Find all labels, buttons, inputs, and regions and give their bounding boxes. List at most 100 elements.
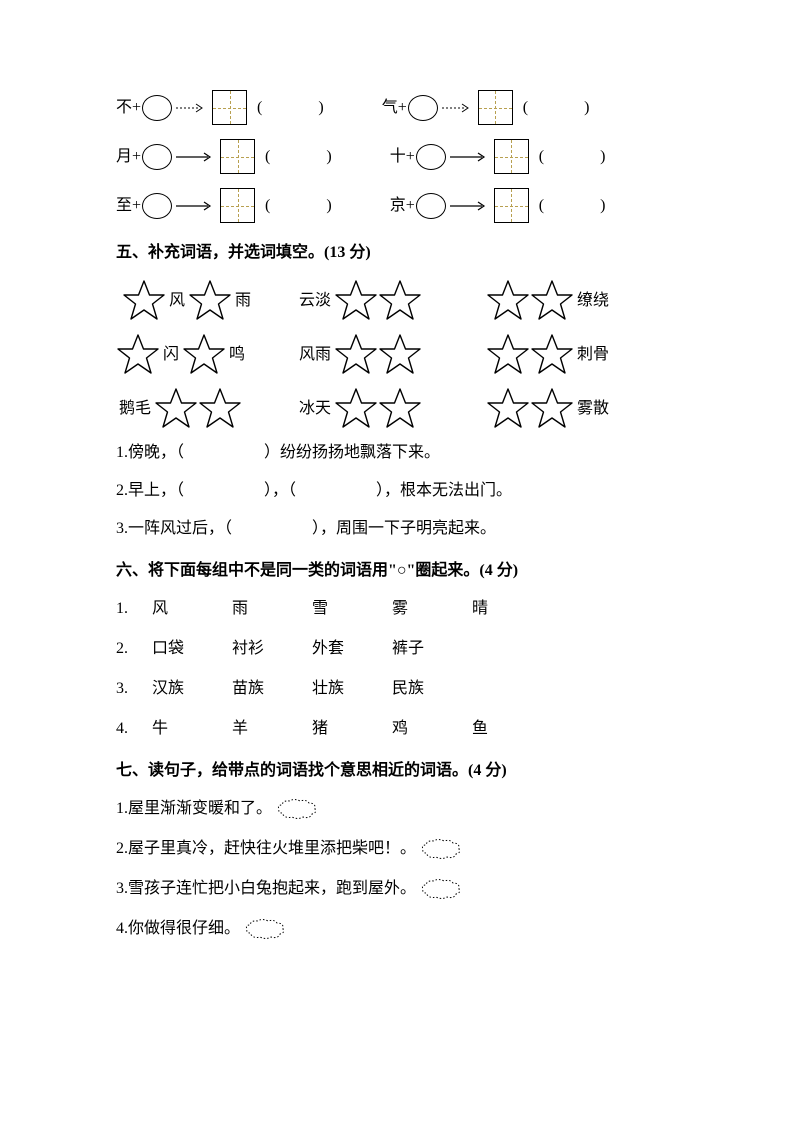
oval-icon[interactable] bbox=[416, 193, 446, 219]
sentence-text: 2.屋子里真冷，赶快往火堆里添把柴吧！。 bbox=[116, 837, 416, 861]
arrow-icon bbox=[176, 200, 216, 212]
section-7-s2[interactable]: 2.屋子里真冷，赶快往火堆里添把柴吧！。 bbox=[116, 837, 677, 861]
word: 牛 bbox=[152, 717, 232, 741]
section-7-s1[interactable]: 1.屋里渐渐变暖和了。 bbox=[116, 797, 677, 821]
star-icon[interactable] bbox=[182, 333, 226, 377]
section-6-rows: 1. 风 雨 雪 雾 晴 2. 口袋 衬衫 外套 裤子 3. 汉族 苗族 壮族 … bbox=[116, 597, 677, 741]
word-char: 风 bbox=[169, 289, 185, 313]
word-row-3[interactable]: 3. 汉族 苗族 壮族 民族 bbox=[116, 677, 677, 701]
star-icon[interactable] bbox=[530, 279, 574, 323]
word: 衬衫 bbox=[232, 637, 312, 661]
paren-blank[interactable]: ( ) bbox=[265, 194, 334, 218]
arrow-icon bbox=[176, 151, 216, 163]
sentence-text: 3.雪孩子连忙把小白兔抱起来，跑到屋外。 bbox=[116, 877, 416, 901]
section-5-q1[interactable]: 1.傍晚，（ ）纷纷扬扬地飘落下来。 bbox=[116, 441, 677, 465]
section-7-s3[interactable]: 3.雪孩子连忙把小白兔抱起来，跑到屋外。 bbox=[116, 877, 677, 901]
section-5-q3[interactable]: 3.一阵风过后，（ ），周围一下子明亮起来。 bbox=[116, 517, 677, 541]
word-char: 雨 bbox=[235, 289, 251, 313]
word: 猪 bbox=[312, 717, 392, 741]
star-group: 缭绕 bbox=[486, 279, 612, 323]
oval-icon[interactable] bbox=[142, 95, 172, 121]
grid-box[interactable] bbox=[494, 139, 529, 174]
char-unit-left-3: 至+ ( ) bbox=[116, 188, 334, 223]
word: 外套 bbox=[312, 637, 392, 661]
char-row-3: 至+ ( ) 京+ ( ) bbox=[116, 188, 677, 223]
star-icon[interactable] bbox=[334, 387, 378, 431]
star-icon[interactable] bbox=[198, 387, 242, 431]
star-icon[interactable] bbox=[486, 279, 530, 323]
word-char: 闪 bbox=[163, 343, 179, 367]
row-num: 3. bbox=[116, 677, 152, 701]
star-icon[interactable] bbox=[486, 387, 530, 431]
star-icon[interactable] bbox=[486, 333, 530, 377]
cloud-icon[interactable] bbox=[420, 877, 462, 901]
grid-box[interactable] bbox=[212, 90, 247, 125]
paren-blank[interactable]: ( ) bbox=[265, 145, 334, 169]
star-icon[interactable] bbox=[378, 387, 422, 431]
section-5-q2[interactable]: 2.早上，（ ），（ ），根本无法出门。 bbox=[116, 479, 677, 503]
word: 晴 bbox=[472, 597, 552, 621]
word: 雨 bbox=[232, 597, 312, 621]
star-group: 风雨 bbox=[296, 333, 486, 377]
word: 风 bbox=[152, 597, 232, 621]
oval-icon[interactable] bbox=[142, 144, 172, 170]
word-row-1[interactable]: 1. 风 雨 雪 雾 晴 bbox=[116, 597, 677, 621]
word: 汉族 bbox=[152, 677, 232, 701]
star-group: 风 雨 bbox=[116, 279, 296, 323]
paren-blank[interactable]: ( ) bbox=[523, 96, 592, 120]
star-row-2: 闪 鸣 风雨 刺骨 bbox=[116, 333, 677, 377]
char-label: 气+ bbox=[382, 96, 407, 120]
char-label: 十+ bbox=[390, 145, 415, 169]
word: 民族 bbox=[392, 677, 472, 701]
star-icon[interactable] bbox=[188, 279, 232, 323]
star-icon[interactable] bbox=[154, 387, 198, 431]
grid-box[interactable] bbox=[478, 90, 513, 125]
star-icon[interactable] bbox=[378, 279, 422, 323]
char-unit-left-1: 不+ ( ) bbox=[116, 90, 326, 125]
word-char: 刺骨 bbox=[577, 343, 609, 367]
section-7-s4[interactable]: 4.你做得很仔细。 bbox=[116, 917, 677, 941]
cloud-icon[interactable] bbox=[244, 917, 286, 941]
word: 苗族 bbox=[232, 677, 312, 701]
word: 壮族 bbox=[312, 677, 392, 701]
star-icon[interactable] bbox=[334, 333, 378, 377]
grid-box[interactable] bbox=[220, 188, 255, 223]
word: 口袋 bbox=[152, 637, 232, 661]
cloud-icon[interactable] bbox=[420, 837, 462, 861]
oval-icon[interactable] bbox=[142, 193, 172, 219]
star-group: 鹅毛 bbox=[116, 387, 296, 431]
oval-icon[interactable] bbox=[416, 144, 446, 170]
char-unit-left-2: 月+ ( ) bbox=[116, 139, 334, 174]
char-unit-right-1: 气+ ( ) bbox=[382, 90, 592, 125]
grid-box[interactable] bbox=[220, 139, 255, 174]
row-num: 4. bbox=[116, 717, 152, 741]
section-5-heading: 五、补充词语，并选词填空。(13 分) bbox=[116, 241, 677, 265]
star-icon[interactable] bbox=[334, 279, 378, 323]
section-4-char-build: 不+ ( ) 气+ ( ) 月+ ( ) bbox=[116, 90, 677, 223]
star-icon[interactable] bbox=[530, 333, 574, 377]
star-group: 云淡 bbox=[296, 279, 486, 323]
star-icon[interactable] bbox=[530, 387, 574, 431]
section-7-heading: 七、读句子，给带点的词语找个意思相近的词语。(4 分) bbox=[116, 759, 677, 783]
paren-blank[interactable]: ( ) bbox=[539, 194, 608, 218]
word: 鸡 bbox=[392, 717, 472, 741]
grid-box[interactable] bbox=[494, 188, 529, 223]
row-num: 2. bbox=[116, 637, 152, 661]
paren-blank[interactable]: ( ) bbox=[539, 145, 608, 169]
word: 雪 bbox=[312, 597, 392, 621]
word-char: 冰天 bbox=[299, 397, 331, 421]
word-row-2[interactable]: 2. 口袋 衬衫 外套 裤子 bbox=[116, 637, 677, 661]
star-icon[interactable] bbox=[122, 279, 166, 323]
arrow-icon bbox=[442, 102, 474, 114]
word-row-4[interactable]: 4. 牛 羊 猪 鸡 鱼 bbox=[116, 717, 677, 741]
star-row-3: 鹅毛 冰天 雾散 bbox=[116, 387, 677, 431]
oval-icon[interactable] bbox=[408, 95, 438, 121]
star-icon[interactable] bbox=[378, 333, 422, 377]
star-icon[interactable] bbox=[116, 333, 160, 377]
char-label: 月+ bbox=[116, 145, 141, 169]
paren-blank[interactable]: ( ) bbox=[257, 96, 326, 120]
cloud-icon[interactable] bbox=[276, 797, 318, 821]
word-char: 云淡 bbox=[299, 289, 331, 313]
char-label: 京+ bbox=[390, 194, 415, 218]
section-5-stars: 风 雨 云淡 缭绕 闪 鸣 风雨 bbox=[116, 279, 677, 431]
